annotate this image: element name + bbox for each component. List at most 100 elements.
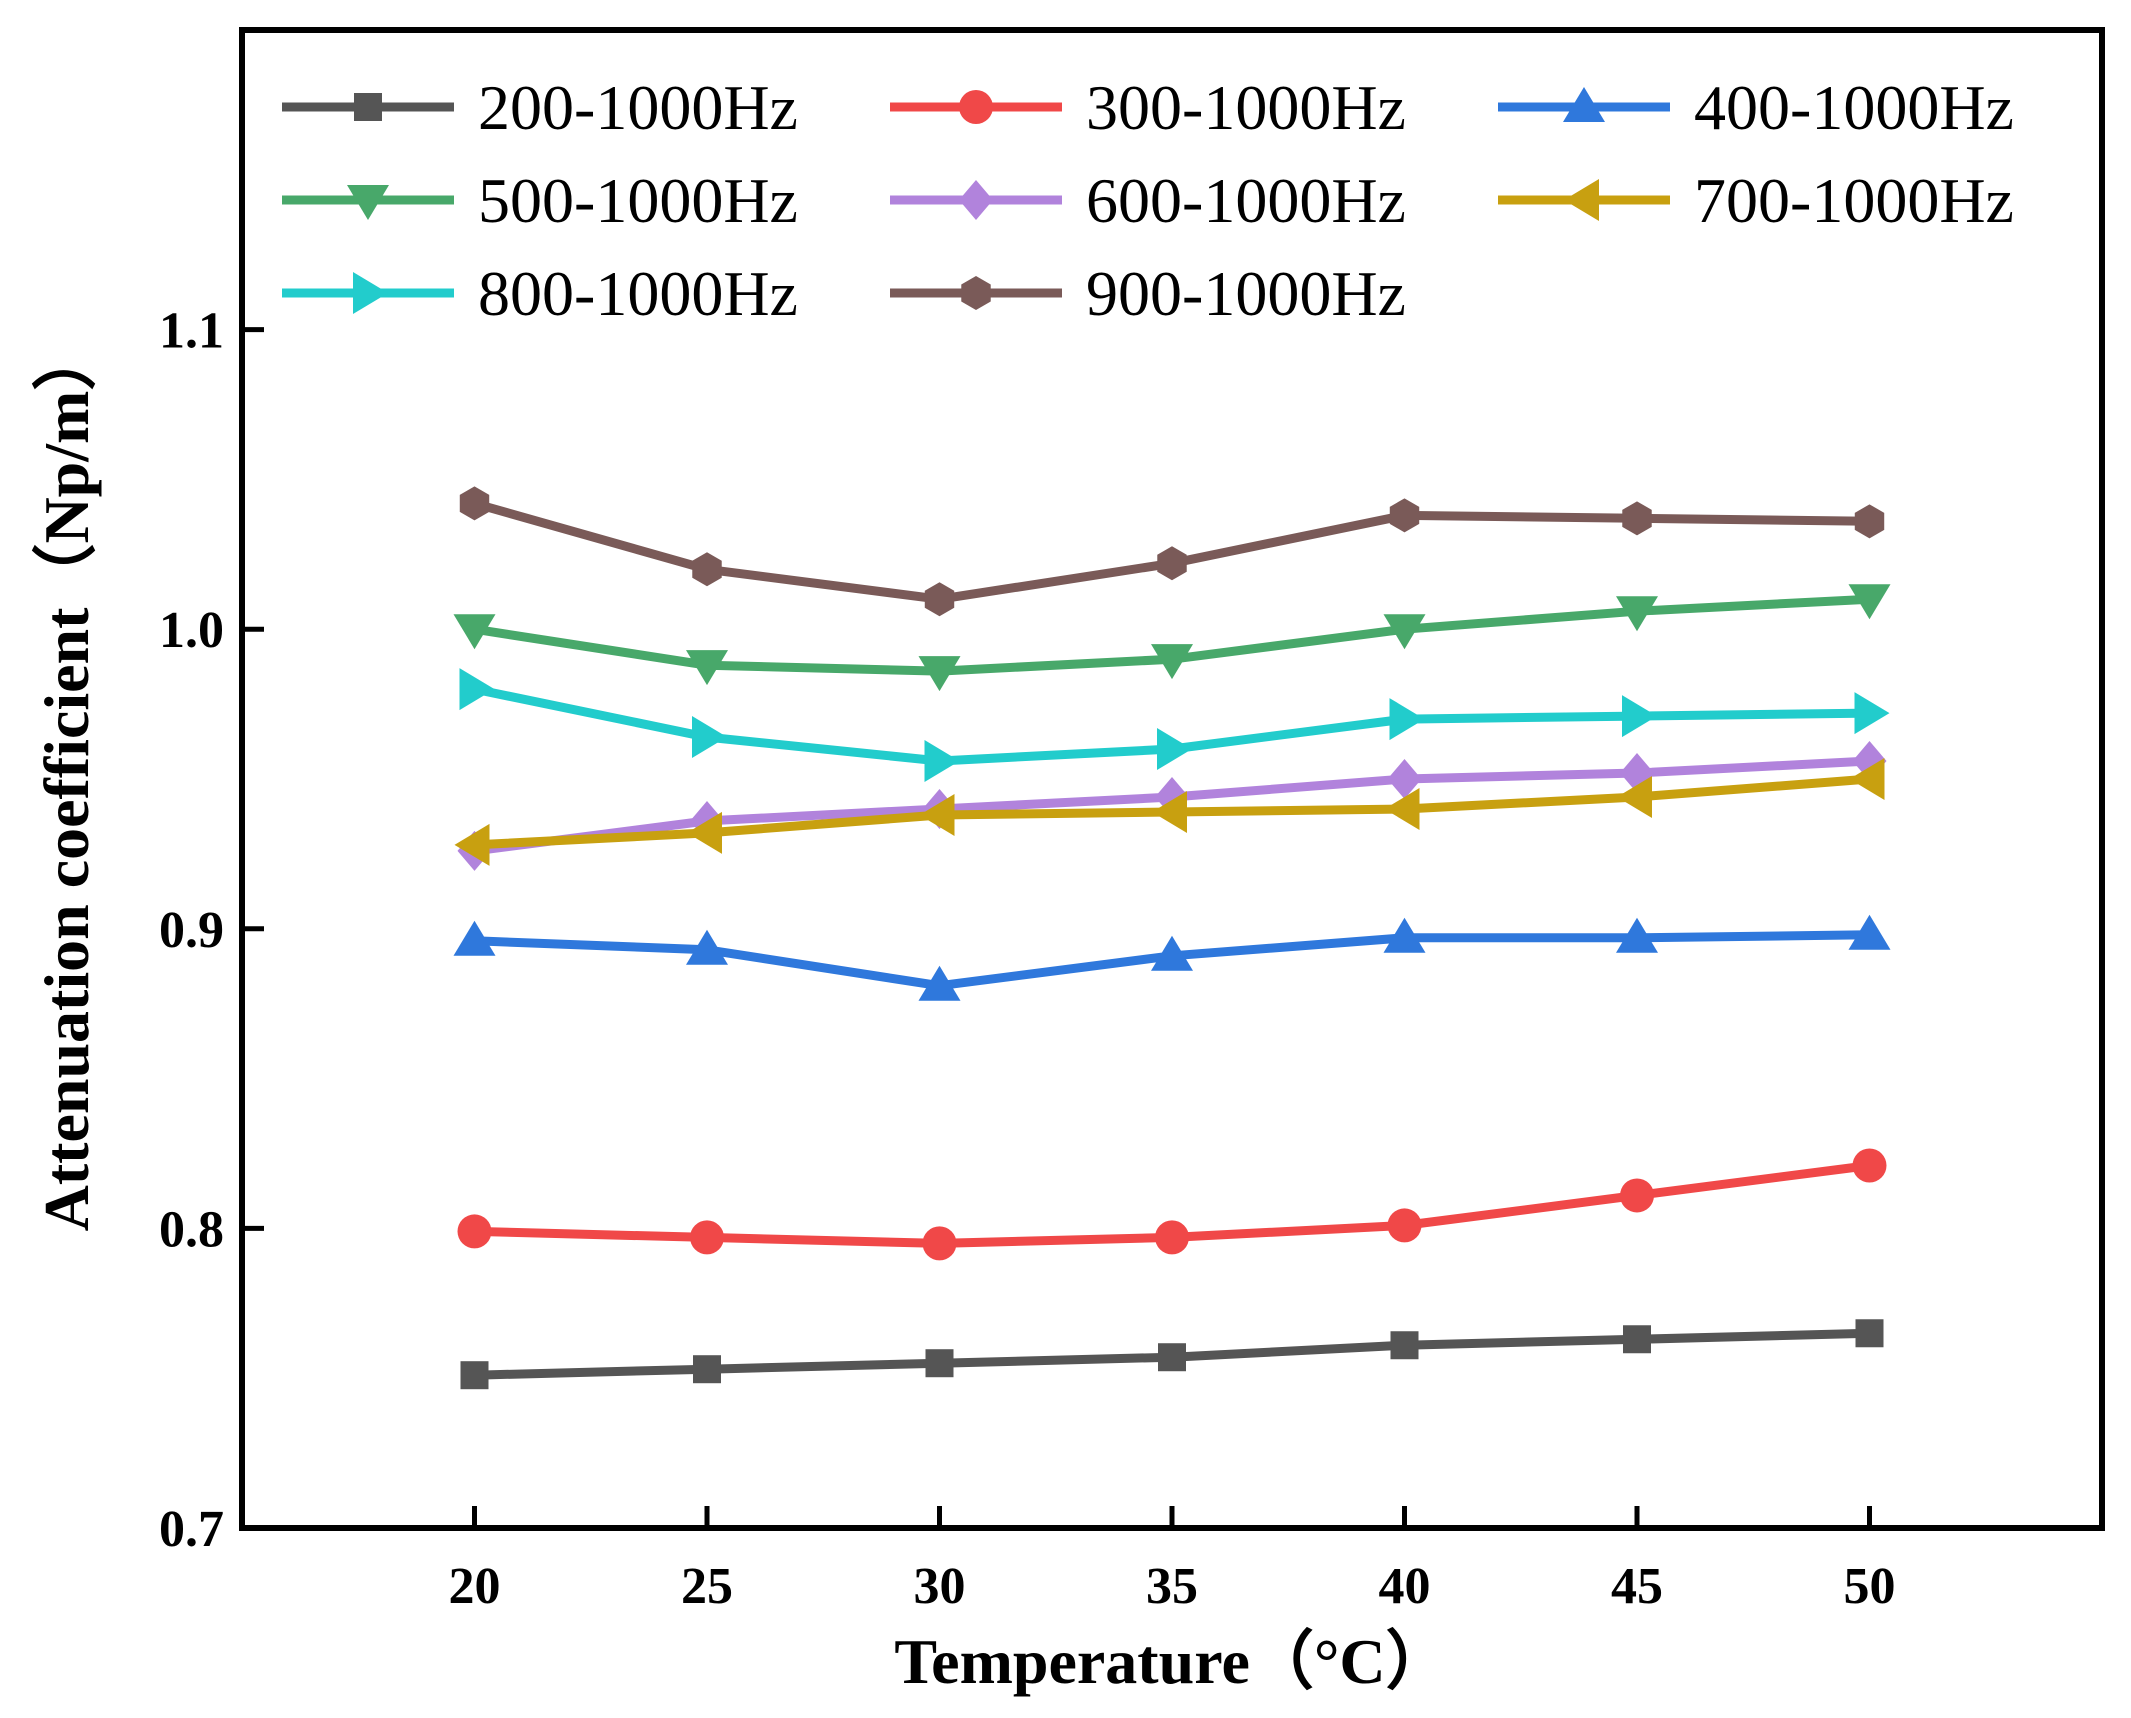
data-point [1848,914,1891,950]
data-point [1849,758,1885,800]
data-point [457,1214,492,1249]
data-point [692,552,722,587]
data-point [1854,692,1890,735]
y-tick-label: 0.9 [159,902,224,959]
chart-legend: 200-1000Hz 300-1000Hz 400-1000Hz 500-1000Hz… [282,72,2014,329]
legend-label: 200-1000Hz [478,72,798,143]
data-point [1151,644,1193,680]
data-point [1157,546,1187,581]
data-point [1622,501,1652,536]
legend-label: 300-1000Hz [1086,72,1406,143]
data-point [686,929,728,965]
x-tick-label: 30 [914,1558,966,1615]
series-800-1000Hz [459,668,1890,783]
data-point [693,1355,721,1384]
data-point [1848,584,1891,620]
x-axis-title: Temperature（°C） [894,1626,1449,1697]
data-point [1151,935,1193,971]
data-point [460,1361,489,1390]
legend-marker [353,272,388,314]
data-point [1387,1208,1422,1243]
legend-marker [961,276,991,310]
data-point [1622,695,1657,738]
data-point [1383,917,1426,953]
series-400-1000Hz [453,914,1891,1001]
data-point [918,965,961,1001]
legend-label: 700-1000Hz [1694,165,2014,236]
data-point [1390,1331,1419,1360]
series-700-1000Hz [454,758,1885,866]
data-point [1387,759,1422,799]
x-tick-label: 40 [1379,1558,1431,1615]
legend-item: 200-1000Hz [282,72,798,143]
data-point [924,740,960,783]
data-point [1616,596,1658,632]
x-tick-label: 45 [1611,1558,1663,1615]
data-point [922,1226,957,1261]
legend-label: 800-1000Hz [478,258,798,329]
data-point [1620,1178,1654,1213]
legend-label: 600-1000Hz [1086,165,1406,236]
legend-item: 900-1000Hz [890,258,1406,329]
legend-label: 900-1000Hz [1086,258,1406,329]
data-point [1158,1343,1186,1372]
legend-item: 800-1000Hz [282,258,798,329]
data-point [453,920,496,956]
series-900-1000Hz [459,486,1885,617]
data-point [454,823,490,866]
data-point [1855,1319,1884,1348]
data-point [1854,504,1885,539]
data-point [1616,917,1658,953]
data-point [1157,728,1192,771]
y-tick-label: 0.8 [159,1201,224,1258]
legend-marker [354,93,382,121]
x-tick-label: 20 [449,1558,501,1615]
data-point [925,1349,954,1378]
data-point [919,793,955,836]
legend-marker [959,90,993,124]
y-tick-label: 1.1 [159,303,224,360]
legend-item: 600-1000Hz [890,165,1406,236]
y-tick-label: 1.0 [159,602,224,659]
y-tick-label: 0.7 [159,1501,224,1558]
data-point [1384,787,1420,830]
legend-item: 500-1000Hz [282,165,798,236]
data-point [1617,775,1652,818]
chart-axes: 0.7 0.8 0.9 1.0 1.1 20 25 30 35 40 45 50 [159,303,1896,1615]
data-point [1852,1148,1887,1183]
data-point [686,650,728,686]
y-axis-title: Attenuation coefficient（Np/m） [31,327,102,1232]
legend-marker [347,185,389,220]
x-tick-label: 25 [681,1558,733,1615]
data-point [1152,790,1187,833]
data-point [692,716,727,759]
data-point [459,486,490,521]
legend-marker [1563,87,1605,122]
legend-marker [959,180,993,220]
data-point [690,1220,724,1255]
data-point [1155,1220,1189,1255]
data-point [918,656,961,692]
legend-marker [1564,179,1599,221]
series-500-1000Hz [453,584,1891,692]
x-tick-label: 35 [1146,1558,1198,1615]
data-point [1389,498,1420,533]
legend-item: 300-1000Hz [890,72,1406,143]
data-point [453,614,496,650]
x-tick-label: 50 [1844,1558,1896,1615]
data-point [1389,698,1425,741]
data-point [924,582,955,617]
series-300-1000Hz [457,1148,1887,1261]
legend-label: 500-1000Hz [478,165,798,236]
legend-item: 400-1000Hz [1498,72,2014,143]
data-point [1623,1325,1651,1354]
data-point [687,811,722,854]
data-point [1383,614,1426,650]
series-200-1000Hz [460,1319,1884,1390]
legend-label: 400-1000Hz [1694,72,2014,143]
legend-item: 700-1000Hz [1498,165,2014,236]
chart-marks [453,486,1891,1390]
data-point [459,668,495,711]
